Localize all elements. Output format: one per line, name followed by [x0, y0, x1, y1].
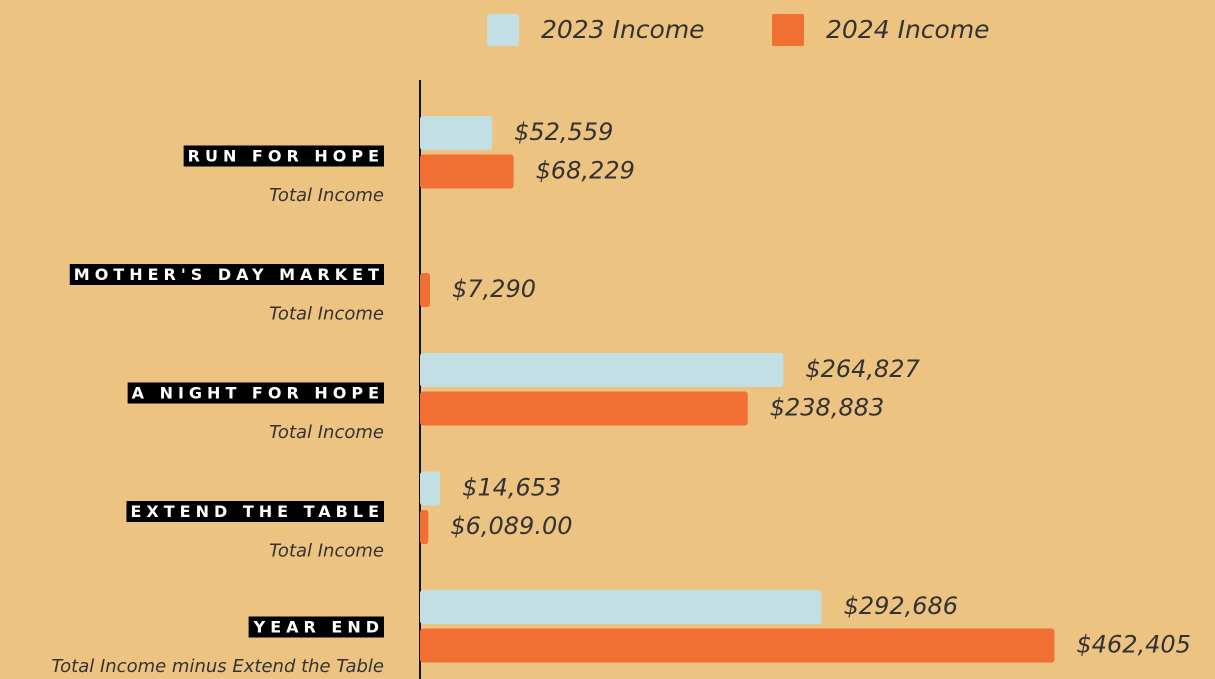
value-label: $264,827: [805, 355, 920, 383]
value-label: $6,089.00: [450, 512, 572, 540]
bar: [420, 154, 514, 189]
bar: [420, 353, 784, 387]
bar: [420, 273, 431, 307]
category-label: YEAR END: [253, 618, 384, 637]
category-label: A NIGHT FOR HOPE: [132, 384, 384, 403]
value-label: $7,290: [452, 275, 536, 303]
category-note: Total Income minus Extend the Table: [51, 656, 384, 677]
category-label-bg: [127, 382, 384, 404]
value-label: $462,405: [1076, 631, 1191, 659]
bar: [420, 510, 429, 544]
legend-swatch: [772, 14, 804, 46]
value-label: $292,686: [844, 592, 959, 620]
category-note: Total Income: [269, 185, 384, 206]
category-label-bg: [183, 145, 384, 167]
category-label-bg: [248, 616, 384, 638]
category-label: MOTHER'S DAY MARKET: [74, 265, 384, 284]
legend-label: 2024 Income: [826, 15, 990, 44]
bar: [420, 471, 441, 506]
bar: [420, 590, 822, 624]
bar: [420, 391, 748, 426]
category-label-bg: [126, 501, 384, 522]
legend-label: 2023 Income: [541, 15, 705, 44]
value-label: $14,653: [462, 474, 561, 502]
value-label: $68,229: [536, 157, 635, 185]
value-label: $238,883: [770, 394, 885, 422]
bar: [420, 628, 1055, 663]
category-label-bg: [69, 264, 384, 285]
category-note: Total Income: [269, 541, 384, 562]
category-note: Total Income: [269, 304, 384, 325]
category-note: Total Income: [269, 422, 384, 443]
bar: [420, 116, 493, 150]
category-label: EXTEND THE TABLE: [130, 502, 384, 521]
value-label: $52,559: [514, 118, 613, 146]
category-label: RUN FOR HOPE: [188, 147, 384, 166]
legend-swatch: [487, 14, 519, 46]
